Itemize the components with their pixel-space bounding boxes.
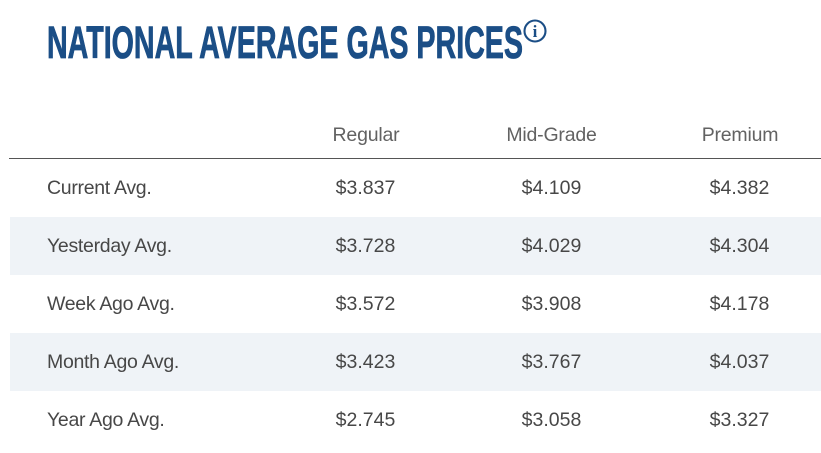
svg-text:i: i — [533, 22, 538, 41]
